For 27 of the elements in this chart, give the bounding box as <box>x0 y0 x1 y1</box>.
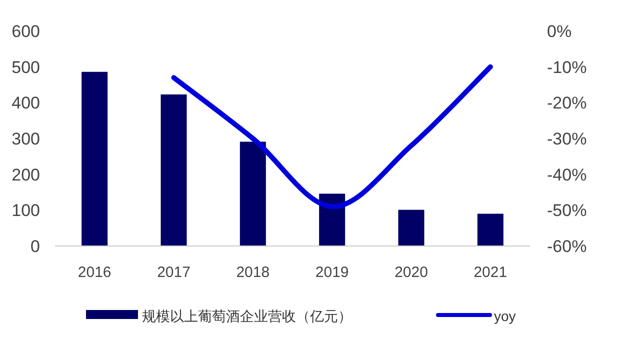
y2-tick-label: -10% <box>547 58 587 77</box>
bar <box>240 142 266 246</box>
x-tick-label: 2021 <box>474 264 508 281</box>
bar <box>398 210 424 246</box>
legend-label: yoy <box>494 308 516 324</box>
y2-tick-label: -50% <box>547 201 587 220</box>
x-tick-label: 2020 <box>394 264 428 281</box>
x-tick-label: 2017 <box>157 264 190 281</box>
y-tick-label: 200 <box>12 165 40 184</box>
x-tick-label: 2018 <box>236 264 270 281</box>
x-tick-label: 2019 <box>315 264 349 281</box>
y2-tick-label: -20% <box>547 94 587 113</box>
bar <box>82 72 108 246</box>
y-tick-label: 500 <box>12 58 40 77</box>
legend-label: 规模以上葡萄酒企业营收（亿元） <box>142 308 352 324</box>
y-tick-label: 0 <box>30 237 40 256</box>
y-tick-label: 400 <box>12 94 40 113</box>
x-tick-label: 2016 <box>78 264 112 281</box>
y2-tick-label: -60% <box>547 237 587 256</box>
y-tick-label: 600 <box>12 22 40 41</box>
y-tick-label: 100 <box>12 201 40 220</box>
y2-tick-label: -40% <box>547 165 587 184</box>
bar <box>160 94 187 246</box>
y-tick-label: 300 <box>12 130 40 148</box>
y2-tick-label: -30% <box>547 130 587 148</box>
bar <box>477 214 504 246</box>
y2-tick-label: 0% <box>547 22 572 41</box>
